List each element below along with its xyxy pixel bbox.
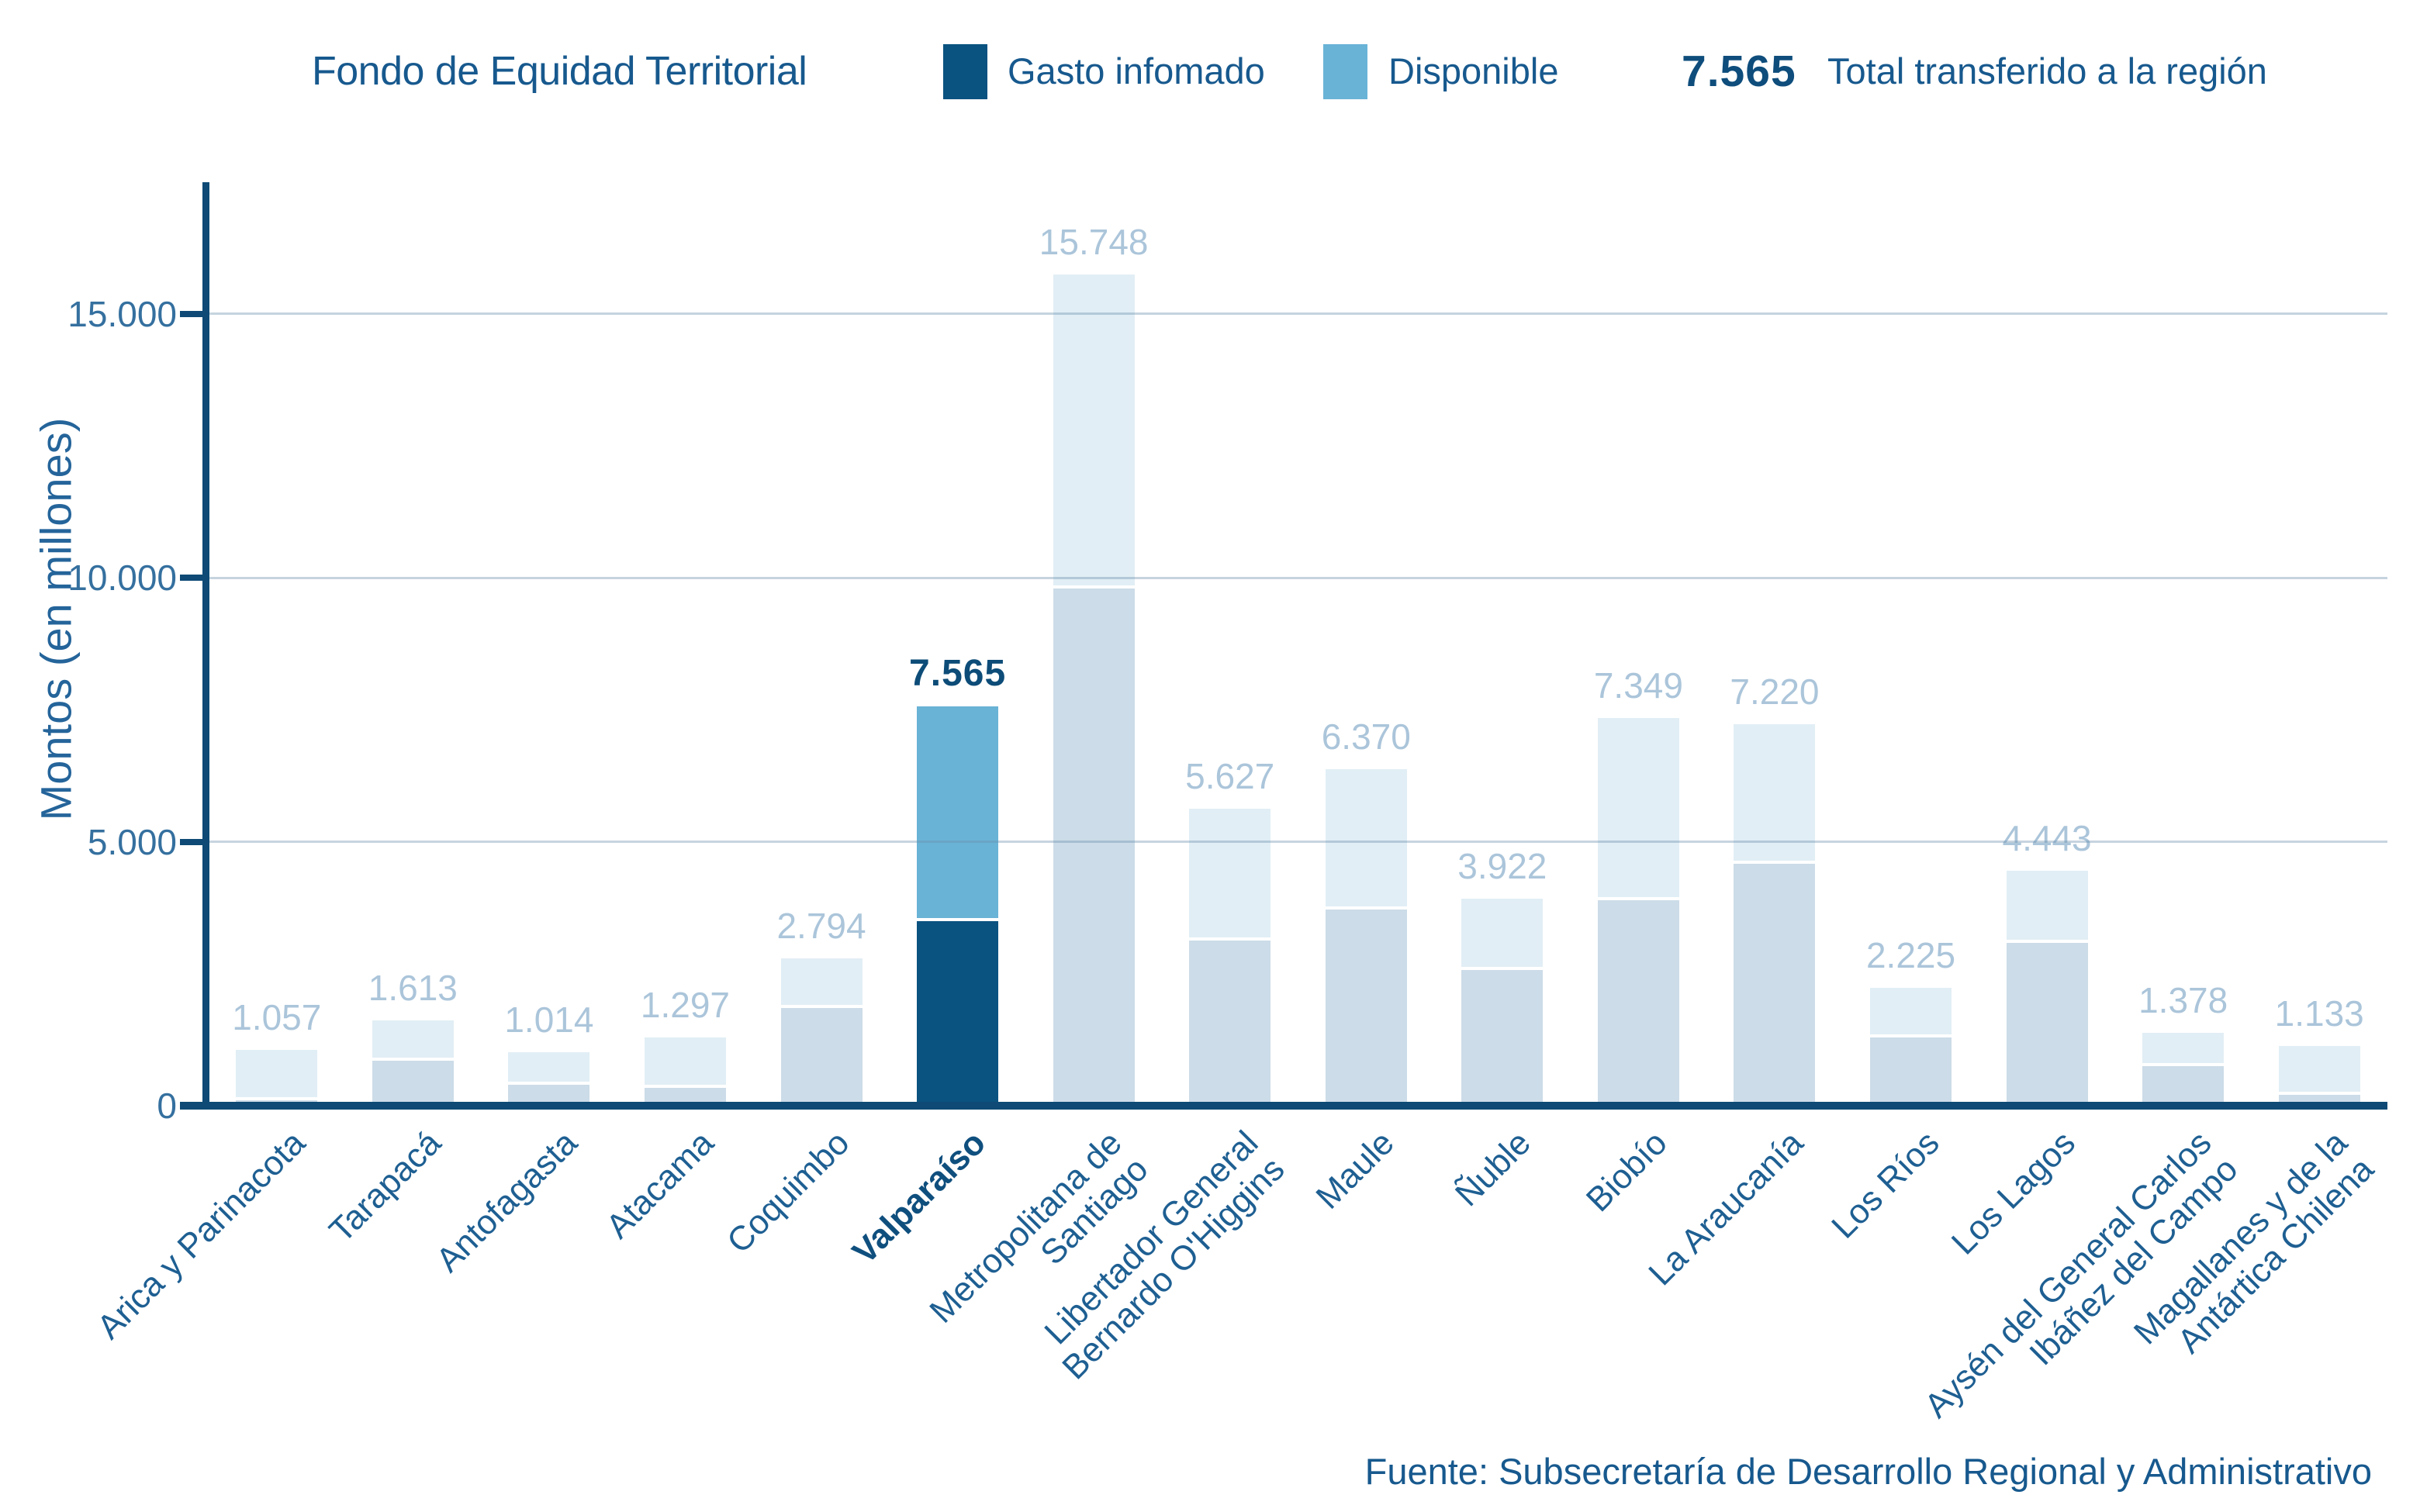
bar-value-label: 15.748 xyxy=(1039,221,1149,262)
bar-segment-gasto-informado xyxy=(917,920,999,1106)
bar-segment-gasto-informado xyxy=(1870,1037,1952,1106)
bar-value-label: 1.133 xyxy=(2274,992,2364,1034)
bar-segment-disponible xyxy=(1189,808,1271,937)
bar-value-label: 7.220 xyxy=(1730,671,1820,713)
bar-segment-gasto-informado xyxy=(2142,1065,2225,1106)
bar-segment-disponible xyxy=(1597,717,1679,898)
legend-swatch-gasto-informado xyxy=(943,44,987,99)
bar-segment-disponible xyxy=(1734,724,1816,861)
bar-value-label: 1.613 xyxy=(368,968,458,1009)
bar-segment-disponible xyxy=(1461,898,1544,967)
bar-value-label: 5.627 xyxy=(1185,755,1275,796)
x-axis-label: Valparaíso xyxy=(845,1124,994,1272)
bar-value-label: 2.225 xyxy=(1865,935,1956,976)
bar-segment-disponible xyxy=(917,706,999,918)
bar-value-label: 2.794 xyxy=(776,905,866,946)
gridline-5000 xyxy=(209,841,2387,843)
bar-segment-disponible xyxy=(2006,871,2088,940)
x-axis-label: Atacama xyxy=(598,1124,721,1246)
bar-segment-gasto-informado xyxy=(1325,910,1407,1106)
bar-segment-gasto-informado xyxy=(780,1008,863,1106)
legend-label-gasto-informado: Gasto infomado xyxy=(1008,50,1265,91)
bar-value-label: 4.443 xyxy=(2002,818,2092,859)
chart-title: Fondo de Equidad Territorial xyxy=(312,49,807,94)
y-tick-mark xyxy=(180,310,209,317)
x-axis-label: Coquimbo xyxy=(720,1124,857,1261)
x-axis-label: Maule xyxy=(1309,1124,1402,1217)
bar-value-label: 7.565 xyxy=(909,652,1007,694)
total-transferred-value: 7.565 xyxy=(1682,47,1796,96)
bar-segment-gasto-informado xyxy=(372,1061,454,1106)
bar-segment-disponible xyxy=(372,1020,454,1058)
legend-swatch-disponible xyxy=(1323,44,1367,99)
total-transferred-label: Total transferido a la región xyxy=(1827,50,2267,91)
bar-segment-disponible xyxy=(644,1037,726,1085)
bar-segment-gasto-informado xyxy=(2006,942,2088,1106)
bar-segment-gasto-informado xyxy=(1734,864,1816,1106)
bar-value-label: 1.297 xyxy=(640,984,731,1025)
y-axis-title: Montos (en millones) xyxy=(31,417,81,821)
bar-segment-gasto-informado xyxy=(1189,940,1271,1106)
x-axis-label: Antofagasta xyxy=(429,1124,585,1280)
bar-value-label: 1.014 xyxy=(504,999,594,1040)
y-axis-line xyxy=(202,182,209,1110)
bar-segment-disponible xyxy=(236,1050,318,1098)
bar-value-label: 1.057 xyxy=(232,997,322,1038)
x-axis-line xyxy=(180,1102,2387,1110)
y-tick-mark xyxy=(180,838,209,845)
x-axis-label: Tarapacá xyxy=(322,1124,449,1250)
y-tick-mark xyxy=(180,575,209,581)
bar-value-label: 3.922 xyxy=(1457,845,1547,886)
bar-value-label: 1.378 xyxy=(2138,980,2228,1021)
bar-segment-gasto-informado xyxy=(644,1087,726,1106)
bar-segment-gasto-informado xyxy=(1053,588,1135,1106)
bar-value-label: 7.349 xyxy=(1593,665,1683,706)
gridline-15000 xyxy=(209,312,2387,315)
bar-segment-gasto-informado xyxy=(1461,969,1544,1106)
x-axis-label: Los Lagos xyxy=(1944,1124,2083,1262)
bar-segment-disponible xyxy=(1870,988,1952,1035)
bar-segment-disponible xyxy=(1053,274,1135,585)
gridline-10000 xyxy=(209,576,2387,579)
y-tick-label: 0 xyxy=(157,1086,177,1126)
x-axis-label: Ñuble xyxy=(1447,1124,1538,1214)
x-axis-label: Arica y Parinacota xyxy=(89,1124,313,1347)
x-axis-label: Biobío xyxy=(1578,1124,1675,1220)
source-attribution: Fuente: Subsecretaría de Desarrollo Regi… xyxy=(1364,1451,2372,1492)
bar-segment-gasto-informado xyxy=(1597,900,1679,1106)
y-tick-label: 15.000 xyxy=(67,293,177,334)
bar-segment-disponible xyxy=(508,1051,590,1082)
y-tick-label: 10.000 xyxy=(67,558,177,598)
y-tick-label: 5.000 xyxy=(87,821,177,862)
bar-segment-disponible xyxy=(2142,1033,2225,1063)
legend-label-disponible: Disponible xyxy=(1388,50,1559,91)
bar-segment-disponible xyxy=(1325,769,1407,907)
bar-segment-disponible xyxy=(780,958,863,1006)
x-axis-label: Los Ríos xyxy=(1824,1124,1947,1246)
bar-value-label: 6.370 xyxy=(1321,716,1411,758)
bar-segment-disponible xyxy=(2278,1045,2360,1093)
